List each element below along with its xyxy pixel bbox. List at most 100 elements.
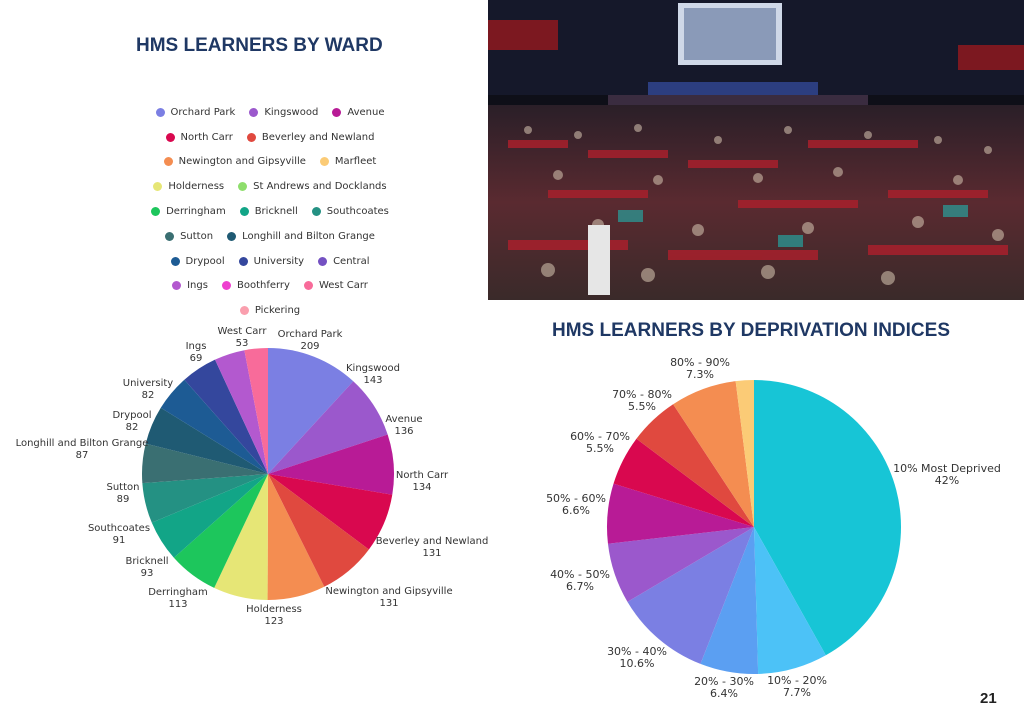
legend-item-pickering[interactable]: Pickering: [239, 305, 300, 316]
pie-slice-university[interactable]: [184, 359, 268, 474]
legend-dot-icon: [318, 256, 328, 266]
legend-label: Avenue: [347, 106, 385, 118]
legend-label: Longhill and Bilton Grange: [242, 230, 375, 242]
legend-dot-icon: [249, 107, 259, 117]
legend-row: North Carr Beverley and Newland: [120, 125, 420, 150]
legend-dot-icon: [239, 207, 249, 217]
slice-value-avenue: 136: [394, 426, 413, 437]
pie-slice-holderness[interactable]: [214, 474, 268, 600]
legend-dot-icon: [303, 281, 313, 291]
legend-item-ings[interactable]: Ings: [172, 280, 208, 291]
pie-slice-bricknell[interactable]: [151, 474, 268, 558]
legend-label: Orchard Park: [170, 106, 236, 118]
legend-label: North Carr: [180, 131, 233, 143]
slice-value-beverley-and-newland: 131: [422, 548, 441, 559]
slice-value-north-carr: 134: [412, 482, 431, 493]
slice-label-kingswood: Kingswood: [346, 363, 400, 374]
pie-slice-derringham[interactable]: [173, 474, 268, 588]
pie-slice-10-most-deprived[interactable]: [754, 380, 901, 656]
legend-dot-icon: [163, 157, 173, 167]
legend-item-north-carr[interactable]: North Carr: [165, 131, 233, 143]
pie-slice-60-70[interactable]: [613, 438, 754, 527]
slice-value-university: 82: [142, 390, 155, 401]
pie-slice-southcoates[interactable]: [142, 474, 268, 523]
slice-label-newington-and-gipsyville: Newington and Gipsyville: [325, 586, 452, 597]
legend-label: Marfleet: [334, 156, 377, 168]
pie-slice-20-30[interactable]: [700, 527, 759, 674]
legend-item-boothferry[interactable]: Boothferry: [221, 280, 290, 292]
pie-slice-north-carr[interactable]: [268, 474, 393, 550]
legend-item-avenue[interactable]: Avenue: [332, 107, 384, 118]
pie-slice-70-80[interactable]: [636, 404, 754, 527]
legend-row: Derringham Bricknell Southcoates: [120, 199, 420, 224]
legend-dot-icon: [170, 256, 180, 266]
slice-value-holderness: 123: [264, 616, 283, 627]
legend-item-longhill-and-bilton-grange[interactable]: Longhill and Bilton Grange: [227, 231, 375, 242]
legend-item-university[interactable]: University: [238, 255, 305, 267]
pie-slice-west-carr[interactable]: [244, 348, 268, 474]
legend-item-marfleet[interactable]: Marfleet: [319, 156, 377, 168]
legend-label: Ings: [187, 280, 208, 292]
slice-value-west-carr: 53: [236, 338, 249, 349]
legend-item-sutton[interactable]: Sutton: [165, 231, 213, 242]
legend-item-newington-and-gipsyville[interactable]: Newington and Gipsyville: [163, 156, 306, 168]
slice-label-60-70: 60% - 70%: [570, 430, 630, 443]
legend-dot-icon: [165, 231, 175, 241]
legend-item-kingswood[interactable]: Kingswood: [249, 107, 318, 118]
pie-slice-40-50[interactable]: [607, 527, 754, 602]
pie-slice-kingswood[interactable]: [268, 381, 388, 474]
legend-label: Newington and Gipsyville: [178, 156, 306, 168]
pie-slice-orchard-park[interactable]: [268, 348, 354, 474]
slice-label-holderness: Holderness: [246, 604, 302, 615]
slice-label-bricknell: Bricknell: [125, 556, 168, 567]
slice-value-ings: 69: [190, 353, 203, 364]
slice-label-10-most-deprived: 10% Most Deprived: [893, 462, 1001, 475]
legend-row: Holderness St Andrews and Docklands: [120, 174, 420, 199]
pie-slice-longhill-and-bilton-grange[interactable]: [145, 407, 268, 474]
ward-chart-title: HMS LEARNERS BY WARD: [136, 35, 383, 56]
legend-row: Newington and Gipsyville Marfleet: [120, 150, 420, 175]
legend-item-st-andrews-and-docklands[interactable]: St Andrews and Docklands: [238, 181, 387, 192]
slice-value-70-80: 5.5%: [628, 400, 656, 413]
pie-slice-drypool[interactable]: [160, 379, 268, 474]
pie-slice-50-60[interactable]: [607, 483, 754, 544]
pie-slice-90-100[interactable]: [735, 380, 754, 527]
slice-value-50-60: 6.6%: [562, 504, 590, 517]
slice-label-sutton: Sutton: [107, 482, 140, 493]
legend-label: Southcoates: [326, 206, 389, 218]
slice-value-newington-and-gipsyville: 131: [379, 598, 398, 609]
legend-item-beverley-and-newland[interactable]: Beverley and Newland: [246, 132, 374, 143]
slice-value-derringham: 113: [168, 599, 187, 610]
slice-label-university: University: [123, 378, 174, 389]
legend-label: Kingswood: [264, 106, 319, 118]
slice-value-kingswood: 143: [363, 375, 382, 386]
legend-label: Sutton: [180, 230, 214, 242]
legend-item-holderness[interactable]: Holderness: [153, 181, 224, 192]
legend-item-southcoates[interactable]: Southcoates: [311, 206, 389, 218]
slice-label-20-30: 20% - 30%: [694, 675, 754, 688]
legend-item-west-carr[interactable]: West Carr: [303, 280, 368, 291]
legend-item-central[interactable]: Central: [318, 256, 369, 267]
legend-dot-icon: [155, 107, 165, 117]
deprivation-chart-title: HMS LEARNERS BY DEPRIVATION INDICES: [552, 320, 950, 341]
pie-slice-beverley-and-newland[interactable]: [268, 474, 369, 587]
pie-slice-sutton[interactable]: [142, 443, 268, 484]
legend-item-derringham[interactable]: Derringham: [151, 206, 226, 217]
legend-label: University: [253, 255, 305, 267]
legend-dot-icon: [238, 256, 248, 266]
pie-slice-avenue[interactable]: [268, 434, 394, 495]
legend-item-orchard-park[interactable]: Orchard Park: [155, 106, 236, 118]
legend-label: Boothferry: [236, 280, 290, 292]
legend-dot-icon: [246, 132, 256, 142]
legend-row: Sutton Longhill and Bilton Grange: [120, 224, 420, 249]
pie-slice-80-90[interactable]: [673, 381, 754, 527]
pie-slice-30-40[interactable]: [627, 527, 754, 664]
pie-slice-newington-and-gipsyville[interactable]: [267, 474, 325, 600]
legend-item-bricknell[interactable]: Bricknell: [239, 206, 298, 217]
slice-label-50-60: 50% - 60%: [546, 492, 606, 505]
legend-item-drypool[interactable]: Drypool: [170, 256, 225, 267]
legend-dot-icon: [153, 182, 163, 192]
pie-slice-10-20[interactable]: [754, 527, 826, 674]
pie-slice-ings[interactable]: [215, 350, 268, 474]
